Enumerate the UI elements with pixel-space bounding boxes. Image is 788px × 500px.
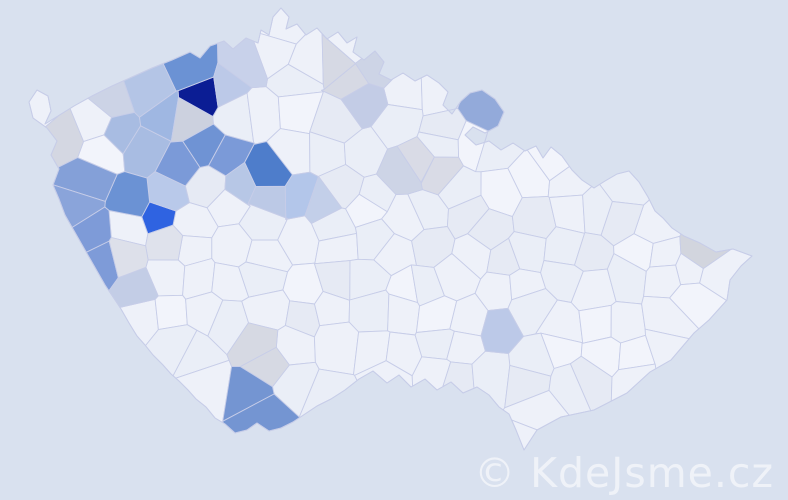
country-outline bbox=[28, 7, 753, 451]
map-district-cell-highlighted[interactable] bbox=[247, 185, 289, 220]
district-cells-layer bbox=[28, 7, 753, 451]
map-district-cell-highlighted[interactable] bbox=[480, 307, 524, 355]
map-district-cell[interactable] bbox=[154, 294, 188, 331]
map-district-cell[interactable] bbox=[313, 321, 360, 376]
map-district-cell-highlighted[interactable] bbox=[340, 83, 389, 130]
map-district-cell-highlighted[interactable] bbox=[222, 365, 275, 422]
watermark-text: © KdeJsme.cz bbox=[474, 449, 774, 497]
map-district-cell-highlighted[interactable] bbox=[376, 145, 423, 195]
map-district-cell-highlighted[interactable] bbox=[108, 237, 149, 279]
map-district-cell-highlighted[interactable] bbox=[304, 175, 343, 224]
